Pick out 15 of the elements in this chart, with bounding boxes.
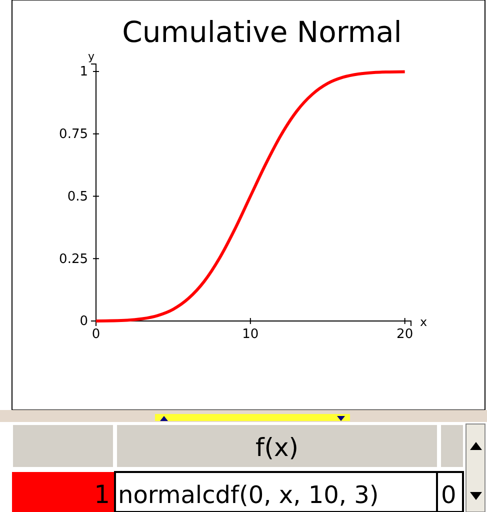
text: 0 <box>441 481 456 509</box>
text: f(x) <box>255 433 299 462</box>
chart-title: Cumulative Normal <box>122 15 402 49</box>
y-tick-label: 0.75 <box>59 127 88 142</box>
y-axis-title: y <box>88 50 95 63</box>
y-tick-label: 0.5 <box>67 189 88 204</box>
y-tick-label: 0.25 <box>59 252 88 267</box>
x-tick-label: 0 <box>92 327 100 342</box>
y-tick-label: 0 <box>80 314 88 330</box>
text: normalcdf(0, x, 10, 3) <box>118 481 379 509</box>
x-tick-label: 20 <box>396 327 414 342</box>
x-axis-title: x <box>420 315 428 329</box>
line-series <box>94 70 406 322</box>
x-tick-label: 10 <box>242 327 259 342</box>
y-tick-label: 1 <box>80 64 88 80</box>
